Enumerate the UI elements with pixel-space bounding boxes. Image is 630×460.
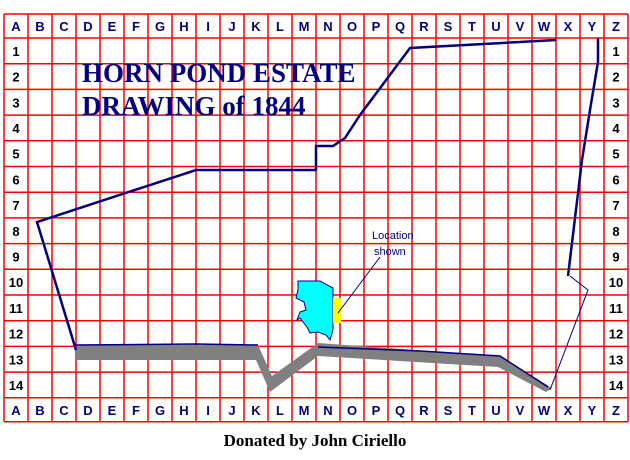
annotation-line1: Location (372, 230, 414, 242)
column-label-top: A (11, 19, 21, 34)
estate-boundary-thin (549, 275, 589, 391)
column-label-top: L (276, 19, 284, 34)
column-label-bottom: B (35, 403, 44, 418)
column-label-top: M (299, 19, 310, 34)
column-label-bottom: E (108, 403, 117, 418)
column-label-bottom: U (491, 403, 500, 418)
column-label-top: R (419, 19, 429, 34)
column-label-bottom: P (372, 403, 381, 418)
column-label-bottom: Z (612, 403, 620, 418)
row-label-left: 14 (9, 378, 24, 393)
column-label-top: C (59, 19, 69, 34)
column-label-bottom: Q (395, 403, 405, 418)
row-label-right: 4 (612, 121, 620, 136)
row-label-right: 1 (612, 44, 619, 59)
row-label-right: 14 (609, 378, 624, 393)
row-label-right: 3 (612, 95, 619, 110)
estate-boundary (35, 38, 557, 351)
map-title-line1: HORN POND ESTATE (82, 58, 356, 88)
row-label-left: 9 (12, 249, 19, 264)
column-label-bottom: F (132, 403, 140, 418)
row-label-left: 11 (9, 301, 23, 316)
row-label-left: 4 (12, 121, 20, 136)
column-label-top: T (468, 19, 476, 34)
column-label-bottom: H (179, 403, 188, 418)
grid-labels: AABBCCDDEEFFGGHHIIJJKKLLMMNNOOPPQQRRSSTT… (9, 19, 624, 418)
column-label-bottom: T (468, 403, 476, 418)
column-label-top: G (155, 19, 165, 34)
column-label-top: U (491, 19, 500, 34)
road-edge-east (317, 346, 549, 388)
column-label-bottom: I (206, 403, 210, 418)
column-label-top: K (251, 19, 261, 34)
column-label-top: E (108, 19, 117, 34)
row-label-right: 11 (609, 301, 623, 316)
column-label-top: V (516, 19, 525, 34)
row-label-right: 5 (612, 147, 619, 162)
row-label-right: 9 (612, 249, 619, 264)
estate-boundary-right (566, 38, 600, 277)
column-label-bottom: S (444, 403, 453, 418)
column-label-top: D (83, 19, 92, 34)
column-label-bottom: C (59, 403, 69, 418)
row-label-right: 8 (612, 224, 619, 239)
column-label-top: N (323, 19, 332, 34)
column-label-top: F (132, 19, 140, 34)
column-label-bottom: A (11, 403, 21, 418)
location-marker (333, 298, 341, 323)
column-label-top: O (347, 19, 357, 34)
column-label-bottom: Y (588, 403, 597, 418)
column-label-top: X (564, 19, 573, 34)
column-label-bottom: G (155, 403, 165, 418)
row-label-left: 10 (9, 275, 23, 290)
road-edge (75, 343, 259, 346)
row-label-right: 2 (612, 70, 619, 85)
column-label-bottom: J (228, 403, 235, 418)
column-label-bottom: N (323, 403, 332, 418)
row-label-right: 12 (609, 327, 623, 342)
column-label-top: W (538, 19, 551, 34)
column-label-bottom: V (516, 403, 525, 418)
annotation-leader (337, 256, 381, 314)
row-label-left: 12 (9, 327, 23, 342)
row-label-left: 7 (12, 198, 19, 213)
row-label-left: 2 (12, 70, 19, 85)
column-label-top: Y (588, 19, 597, 34)
column-label-top: Z (612, 19, 620, 34)
column-label-top: S (444, 19, 453, 34)
row-label-left: 1 (12, 44, 19, 59)
column-label-bottom: D (83, 403, 92, 418)
column-label-bottom: K (251, 403, 261, 418)
column-label-top: Q (395, 19, 405, 34)
row-label-left: 5 (12, 147, 19, 162)
annotation-line2: shown (374, 246, 406, 258)
column-label-bottom: O (347, 403, 357, 418)
row-label-right: 10 (609, 275, 623, 290)
column-label-top: H (179, 19, 188, 34)
row-label-right: 6 (612, 172, 619, 187)
row-label-left: 8 (12, 224, 19, 239)
credit-text: Donated by John Ciriello (223, 431, 407, 450)
column-label-bottom: R (419, 403, 429, 418)
column-label-top: J (228, 19, 235, 34)
row-label-left: 13 (9, 352, 23, 367)
column-label-bottom: M (299, 403, 310, 418)
row-label-left: 6 (12, 172, 19, 187)
column-label-bottom: W (538, 403, 551, 418)
row-label-right: 7 (612, 198, 619, 213)
row-label-right: 13 (609, 352, 623, 367)
column-label-bottom: L (276, 403, 284, 418)
column-label-top: B (35, 19, 44, 34)
column-label-top: P (372, 19, 381, 34)
column-label-top: I (206, 19, 210, 34)
row-label-left: 3 (12, 95, 19, 110)
horn-pond (295, 280, 334, 342)
column-label-bottom: X (564, 403, 573, 418)
map-title-line2: DRAWING of 1844 (82, 91, 306, 121)
road-band (76, 343, 552, 392)
